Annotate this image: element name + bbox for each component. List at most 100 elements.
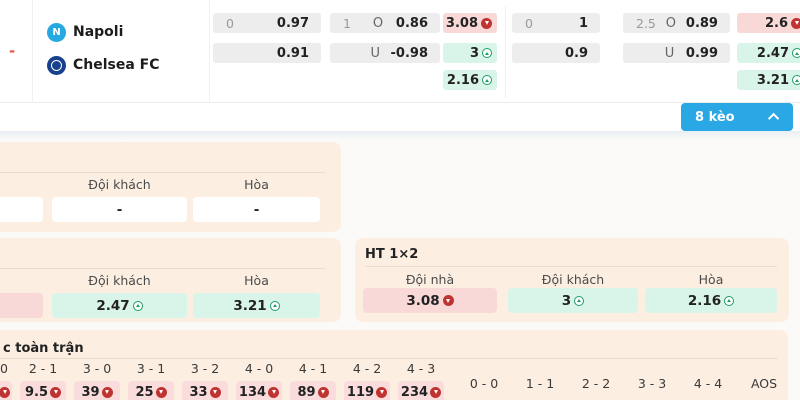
score-label: 0 — [0, 361, 8, 376]
market-panel-blank: Đội khách Hòa - - — [0, 142, 341, 232]
napoli-crest-icon — [47, 22, 66, 42]
score-odds-chip[interactable]: 119 — [344, 381, 390, 400]
g1-1x2-draw[interactable]: 2.16 — [443, 70, 497, 90]
home-team-name: Napoli — [73, 24, 124, 40]
score-label: 4 - 1 — [298, 361, 328, 376]
odds-price: 0.99 — [685, 45, 718, 61]
teams-column: Napoli Chelsea FC — [33, 0, 210, 103]
away-column-header: Đội khách — [88, 273, 151, 288]
away-team-name: Chelsea FC — [73, 57, 160, 73]
odds-value: 9.5 — [24, 384, 49, 400]
ou-line: 1 — [343, 15, 351, 31]
odds-price: 0.9 — [564, 45, 588, 61]
odds-value: 33 — [189, 384, 208, 400]
panel-title: HT 1×2 — [365, 247, 419, 262]
score-odds-chip[interactable]: 25 — [128, 381, 174, 400]
score-column: 2 - 1 9.5 — [16, 362, 70, 400]
panel-separator — [365, 266, 777, 267]
match-odds-row: - Napoli Chelsea FC 0 0.97 0.91 1 O 0.86… — [0, 0, 800, 103]
score-odds-chip[interactable]: 89 — [290, 381, 336, 400]
score-odds-chip[interactable]: 234 — [398, 381, 444, 400]
markets-toggle-label: 8 kèo — [695, 109, 735, 125]
draw-odds-cell[interactable]: - — [193, 197, 320, 222]
odds-price: 0.89 — [685, 15, 718, 31]
g1-1x2-home[interactable]: 3.08 — [443, 13, 497, 33]
odds-up-icon — [132, 300, 143, 311]
odds-price: 3 — [469, 45, 479, 61]
away-column-header: Đội khách — [88, 177, 151, 192]
draw-odds-cell[interactable]: 3.21 — [193, 293, 320, 318]
away-team[interactable]: Chelsea FC — [47, 55, 160, 75]
away-odds-cell[interactable]: 2.47 — [52, 293, 187, 318]
away-odds-cell[interactable]: - — [52, 197, 187, 222]
odds-value: 2.16 — [687, 292, 722, 309]
g2-handicap-away[interactable]: 0.9 — [512, 43, 600, 63]
home-team[interactable]: Napoli — [47, 22, 123, 42]
odds-value: 25 — [135, 384, 154, 400]
score-column: 3 - 1 25 — [124, 362, 178, 400]
odds-down-icon — [317, 386, 329, 398]
g1-handicap-home[interactable]: 0 0.97 — [213, 13, 321, 33]
odds-value: 2.47 — [96, 297, 130, 314]
odds-value: - — [253, 201, 260, 218]
odds-value: 134 — [238, 384, 267, 400]
odds-price: 2.6 — [764, 15, 788, 31]
away-column-header: Đội khách — [541, 272, 605, 287]
odds-up-icon — [792, 75, 800, 85]
handicap-line: 0 — [525, 15, 533, 31]
under-label: U — [664, 45, 675, 61]
g1-over[interactable]: 1 O 0.86 — [330, 13, 440, 33]
markets-toggle-button[interactable]: 8 kèo — [681, 103, 793, 131]
score-odds-chip[interactable]: 39 — [74, 381, 120, 400]
score-label: 4 - 0 — [244, 361, 274, 376]
score-label: 0 - 0 — [469, 376, 499, 391]
score-label: 4 - 3 — [406, 361, 436, 376]
score-column: 3 - 2 33 — [178, 362, 232, 400]
score-odds-chip[interactable] — [0, 381, 12, 400]
home-odds-cell[interactable] — [0, 293, 43, 318]
section-divider-band — [0, 131, 800, 140]
score-odds-chip[interactable]: 33 — [182, 381, 228, 400]
market-panel-ft-1x2: Đội khách Hòa 2.47 3.21 — [0, 238, 341, 322]
g1-handicap-away[interactable]: 0.91 — [213, 43, 321, 63]
panel-separator — [0, 172, 325, 173]
odds-price: -0.98 — [390, 45, 428, 61]
g1-1x2-away[interactable]: 3 — [443, 43, 497, 63]
odds-up-icon — [792, 48, 800, 58]
panel-separator — [0, 268, 325, 269]
g2-1x2-away[interactable]: 2.47 — [737, 43, 800, 63]
draw-column-header: Hòa — [244, 273, 269, 288]
odds-price: 3.08 — [445, 15, 478, 31]
market-panel-correct-score: c toàn trận 0 2 - 1 9.5 3 - 0 39 3 - 1 — [0, 330, 788, 400]
ou-line: 2.5 — [636, 15, 656, 31]
score-label: 3 - 0 — [82, 361, 112, 376]
draw-odds-cell[interactable]: 2.16 — [645, 288, 777, 313]
score-label: AOS — [750, 376, 778, 391]
chevron-up-icon — [767, 112, 780, 125]
markets-toggle-row: 8 kèo — [0, 103, 800, 131]
score-odds-chip[interactable]: 9.5 — [20, 381, 66, 400]
odds-value: 234 — [400, 384, 429, 400]
odds-value: 3 — [561, 292, 572, 309]
odds-down-icon — [209, 386, 221, 398]
g2-over[interactable]: 2.5 O 0.89 — [623, 13, 730, 33]
home-odds-cell[interactable] — [0, 197, 43, 222]
panel-separator — [0, 358, 778, 359]
under-label: U — [370, 45, 381, 61]
score-label: 4 - 4 — [693, 376, 723, 391]
home-odds-cell[interactable]: 3.08 — [363, 288, 497, 313]
over-label: O — [372, 15, 384, 31]
odds-down-icon — [376, 386, 388, 398]
score-label: 2 - 2 — [581, 376, 611, 391]
odds-up-icon — [482, 75, 492, 85]
odds-value: 39 — [81, 384, 100, 400]
score-column: 4 - 3 234 — [394, 362, 448, 400]
g2-handicap-home[interactable]: 0 1 — [512, 13, 600, 33]
g2-under[interactable]: U 0.99 — [623, 43, 730, 63]
g2-1x2-draw[interactable]: 3.21 — [737, 70, 800, 90]
odds-down-icon — [101, 386, 113, 398]
away-odds-cell[interactable]: 3 — [508, 288, 638, 313]
g2-1x2-home[interactable]: 2.6 — [737, 13, 800, 33]
g1-under[interactable]: U -0.98 — [330, 43, 440, 63]
score-odds-chip[interactable]: 134 — [236, 381, 282, 400]
